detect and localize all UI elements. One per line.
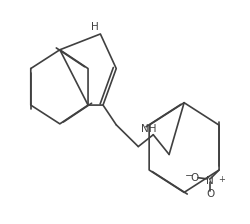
Text: +: +	[217, 175, 224, 184]
Text: O: O	[190, 173, 198, 183]
Text: NH: NH	[140, 124, 156, 134]
Text: −: −	[184, 170, 193, 181]
Text: N: N	[206, 176, 213, 186]
Text: O: O	[205, 189, 214, 199]
Text: H: H	[90, 22, 98, 32]
